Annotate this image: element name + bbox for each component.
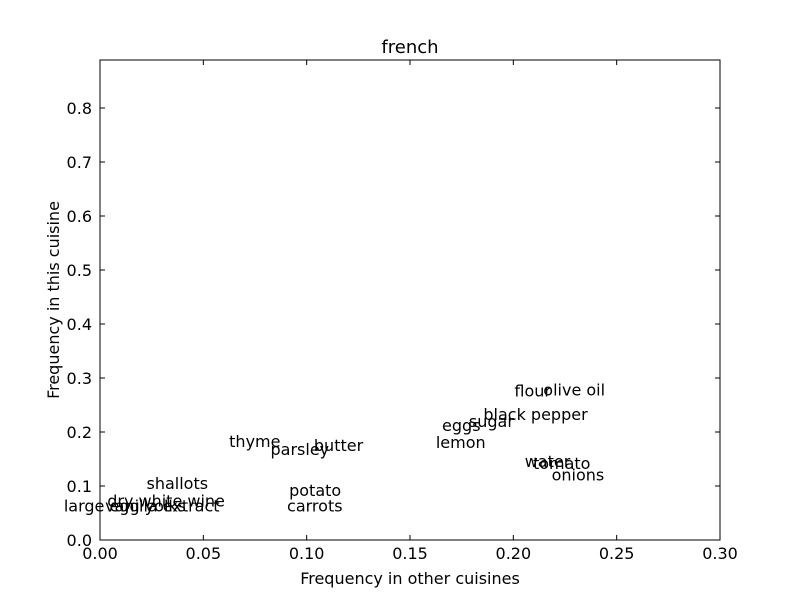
point-label: butter — [314, 436, 364, 455]
y-tick-label: 0.3 — [67, 369, 92, 388]
point-label: dry white wine — [107, 491, 225, 510]
y-tick-label: 0.2 — [67, 423, 92, 442]
x-tick-label: 0.20 — [496, 544, 532, 563]
point-label: tomato — [533, 454, 591, 473]
point-label: parsley — [271, 440, 330, 459]
point-label: thyme — [229, 432, 280, 451]
point-label: lemon — [436, 433, 486, 452]
x-tick-label: 0.30 — [702, 544, 738, 563]
point-label: sugar — [469, 412, 514, 431]
point-label: carrots — [287, 496, 343, 515]
point-label: large egg yolks — [64, 496, 186, 515]
point-label: eggs — [442, 416, 481, 435]
x-tick-label: 0.10 — [289, 544, 325, 563]
point-label: shallots — [147, 474, 209, 493]
y-tick-label: 0.5 — [67, 261, 92, 280]
y-tick-label: 0.8 — [67, 99, 92, 118]
x-tick-label: 0.25 — [599, 544, 635, 563]
x-tick-label: 0.05 — [186, 544, 222, 563]
y-tick-label: 0.0 — [67, 531, 92, 550]
plot-area: 0.00 0.05 0.10 0.15 0.20 0.25 0.30 0.0 0.1 0.2 0.3… — [64, 59, 738, 563]
point-label: water — [525, 452, 571, 471]
x-tick-label: 0.00 — [82, 544, 118, 563]
y-tick-label: 0.4 — [67, 315, 92, 334]
chart-title: french — [381, 37, 438, 58]
point-label: onions — [552, 465, 605, 484]
y-axis-label: Frequency in this cuisine — [44, 201, 63, 399]
y-tick-label: 0.1 — [67, 477, 92, 496]
point-label: flour — [514, 381, 551, 400]
point-label: black pepper — [483, 405, 588, 424]
y-tick-label: 0.7 — [67, 153, 92, 172]
point-label: olive oil — [543, 380, 605, 399]
point-label: potato — [289, 481, 341, 500]
y-tick-label: 0.6 — [67, 207, 92, 226]
x-tick-label: 0.15 — [392, 544, 428, 563]
point-label: vanilla extract — [105, 496, 219, 515]
x-axis-label: Frequency in other cuisines — [300, 569, 520, 588]
axes-frame — [99, 59, 721, 541]
